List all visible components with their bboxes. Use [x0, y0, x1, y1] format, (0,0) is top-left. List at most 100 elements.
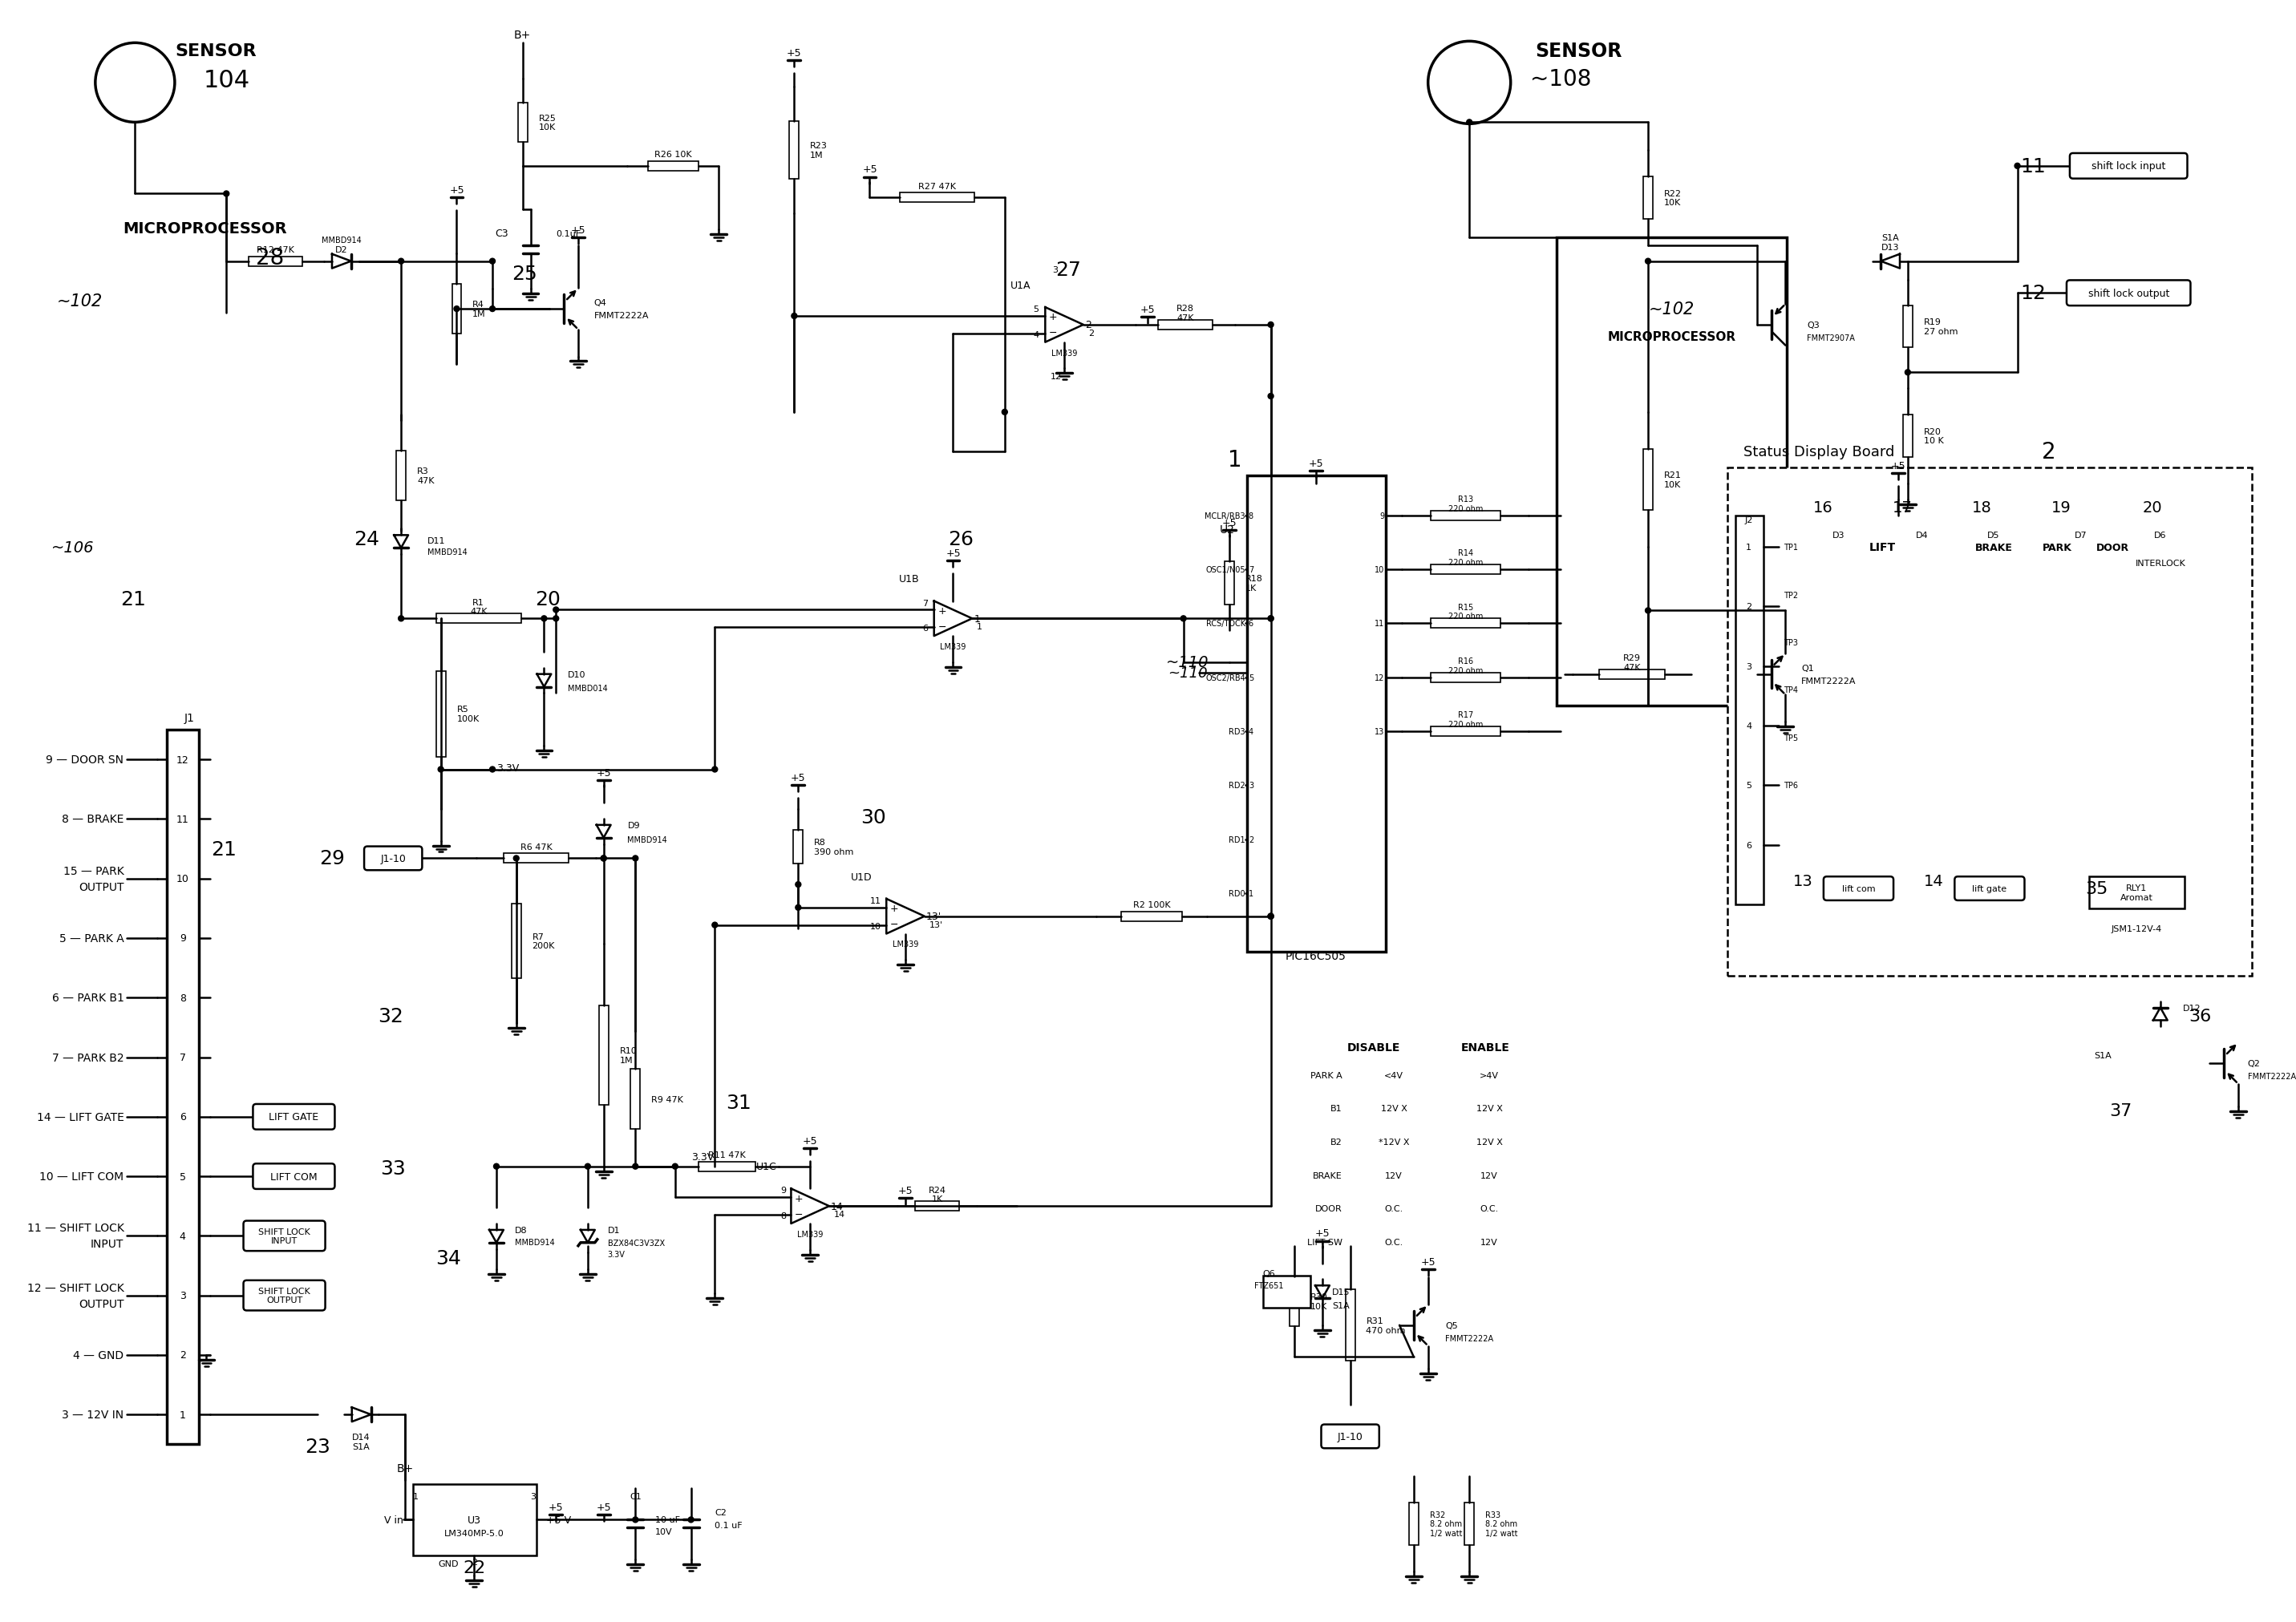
- Bar: [2089, 878, 2183, 908]
- Text: D2: D2: [335, 247, 347, 255]
- Circle shape: [792, 313, 797, 320]
- Text: 12: 12: [2020, 284, 2046, 303]
- Text: U1A: U1A: [1010, 281, 1031, 290]
- Text: B+: B+: [397, 1463, 413, 1474]
- Text: R33
8.2 ohm
1/2 watt: R33 8.2 ohm 1/2 watt: [1486, 1510, 1518, 1538]
- Text: +5: +5: [1316, 1228, 1329, 1239]
- Text: 13: 13: [1375, 728, 1384, 736]
- Text: R30
10K: R30 10K: [1311, 1293, 1327, 1311]
- Text: lift com: lift com: [1841, 884, 1876, 892]
- Text: SENSOR: SENSOR: [174, 44, 257, 60]
- Text: R13
220 ohm: R13 220 ohm: [1449, 495, 1483, 513]
- Bar: [1600, 670, 1665, 680]
- Text: R27 47K: R27 47K: [918, 182, 955, 190]
- Text: +5: +5: [1892, 461, 1906, 470]
- Text: S1A: S1A: [1880, 234, 1899, 242]
- Text: 12V X: 12V X: [1476, 1139, 1502, 1147]
- Text: 12V X: 12V X: [1380, 1105, 1407, 1113]
- Text: R29
47K: R29 47K: [1623, 654, 1642, 672]
- Circle shape: [1267, 913, 1274, 920]
- Bar: [512, 903, 521, 978]
- Text: R11 47K: R11 47K: [707, 1150, 746, 1158]
- Text: TP5: TP5: [1784, 735, 1798, 741]
- Text: Q2: Q2: [2248, 1059, 2262, 1067]
- Bar: [1557, 238, 1786, 706]
- Text: −: −: [1049, 328, 1058, 339]
- Text: GND: GND: [439, 1559, 459, 1567]
- Text: 2: 2: [1249, 835, 1254, 843]
- Text: shift lock output: shift lock output: [2087, 289, 2170, 298]
- Circle shape: [712, 767, 719, 772]
- Circle shape: [1001, 410, 1008, 415]
- Circle shape: [1467, 120, 1472, 125]
- Text: LM339: LM339: [939, 642, 967, 650]
- Text: D11: D11: [427, 537, 445, 545]
- Text: R31
470 ohm: R31 470 ohm: [1366, 1317, 1405, 1333]
- Text: TP6: TP6: [1784, 782, 1798, 790]
- Bar: [916, 1202, 960, 1212]
- Circle shape: [542, 616, 546, 621]
- FancyBboxPatch shape: [365, 847, 422, 871]
- Text: 1: 1: [413, 1492, 418, 1500]
- Text: MICROPROCESSOR: MICROPROCESSOR: [1607, 331, 1736, 344]
- Text: Q3: Q3: [1807, 321, 1818, 329]
- Text: 27: 27: [1056, 260, 1081, 279]
- Text: lift gate: lift gate: [1972, 884, 2007, 892]
- Text: 11 — SHIFT LOCK: 11 — SHIFT LOCK: [28, 1223, 124, 1234]
- Text: 104: 104: [202, 70, 250, 92]
- Text: 14: 14: [831, 1200, 843, 1212]
- Text: 1: 1: [179, 1410, 186, 1419]
- Text: O.C.: O.C.: [1384, 1205, 1403, 1213]
- Text: 37: 37: [2110, 1103, 2133, 1119]
- Text: D7: D7: [2076, 532, 2087, 540]
- Circle shape: [585, 1165, 590, 1169]
- Polygon shape: [934, 602, 971, 636]
- Text: R1
47K: R1 47K: [471, 599, 487, 616]
- Text: 0.1uF: 0.1uF: [556, 230, 581, 238]
- Circle shape: [397, 260, 404, 264]
- Circle shape: [397, 616, 404, 621]
- Text: 5: 5: [1745, 782, 1752, 790]
- Bar: [519, 104, 528, 143]
- Text: R19
27 ohm: R19 27 ohm: [1924, 318, 1958, 336]
- Text: R28
47K: R28 47K: [1176, 305, 1194, 323]
- Text: DISABLE: DISABLE: [1348, 1041, 1401, 1053]
- Bar: [1430, 511, 1499, 521]
- Text: 12: 12: [177, 754, 188, 766]
- Polygon shape: [351, 1408, 372, 1422]
- Text: OUTPUT: OUTPUT: [78, 881, 124, 892]
- Text: MMBD914: MMBD914: [321, 237, 360, 245]
- Text: ~110: ~110: [1166, 655, 1208, 670]
- Polygon shape: [537, 675, 551, 688]
- Polygon shape: [1880, 255, 1899, 269]
- Polygon shape: [395, 535, 409, 548]
- FancyBboxPatch shape: [243, 1280, 326, 1311]
- Text: R20
10 K: R20 10 K: [1924, 428, 1942, 444]
- Circle shape: [602, 856, 606, 861]
- Text: 6: 6: [1745, 842, 1752, 850]
- Text: +5: +5: [946, 548, 960, 558]
- Text: DOOR: DOOR: [1316, 1205, 1343, 1213]
- Text: R12 47K: R12 47K: [257, 247, 294, 255]
- Text: B2: B2: [1329, 1139, 1343, 1147]
- Text: D1: D1: [608, 1226, 620, 1234]
- Text: R8
390 ohm: R8 390 ohm: [815, 839, 854, 856]
- Text: 11: 11: [177, 814, 188, 824]
- Text: INPUT: INPUT: [92, 1238, 124, 1249]
- Text: 3 — 12V IN: 3 — 12V IN: [62, 1410, 124, 1421]
- Circle shape: [794, 882, 801, 887]
- Bar: [1410, 1502, 1419, 1546]
- Text: JSM1-12V-4: JSM1-12V-4: [2110, 925, 2163, 933]
- Text: 17: 17: [1892, 500, 1913, 516]
- Text: *12V X: *12V X: [1378, 1139, 1410, 1147]
- Text: 15 — PARK: 15 — PARK: [64, 865, 124, 876]
- Text: C3: C3: [496, 229, 507, 238]
- Text: LIFT SW: LIFT SW: [1306, 1238, 1343, 1246]
- Text: 4: 4: [1249, 728, 1254, 736]
- Bar: [1736, 516, 1763, 905]
- Text: shift lock input: shift lock input: [2092, 161, 2165, 172]
- Text: >4V: >4V: [1479, 1071, 1499, 1079]
- Text: 14 — LIFT GATE: 14 — LIFT GATE: [37, 1111, 124, 1122]
- Text: 31: 31: [726, 1093, 751, 1113]
- Text: C1: C1: [629, 1492, 641, 1500]
